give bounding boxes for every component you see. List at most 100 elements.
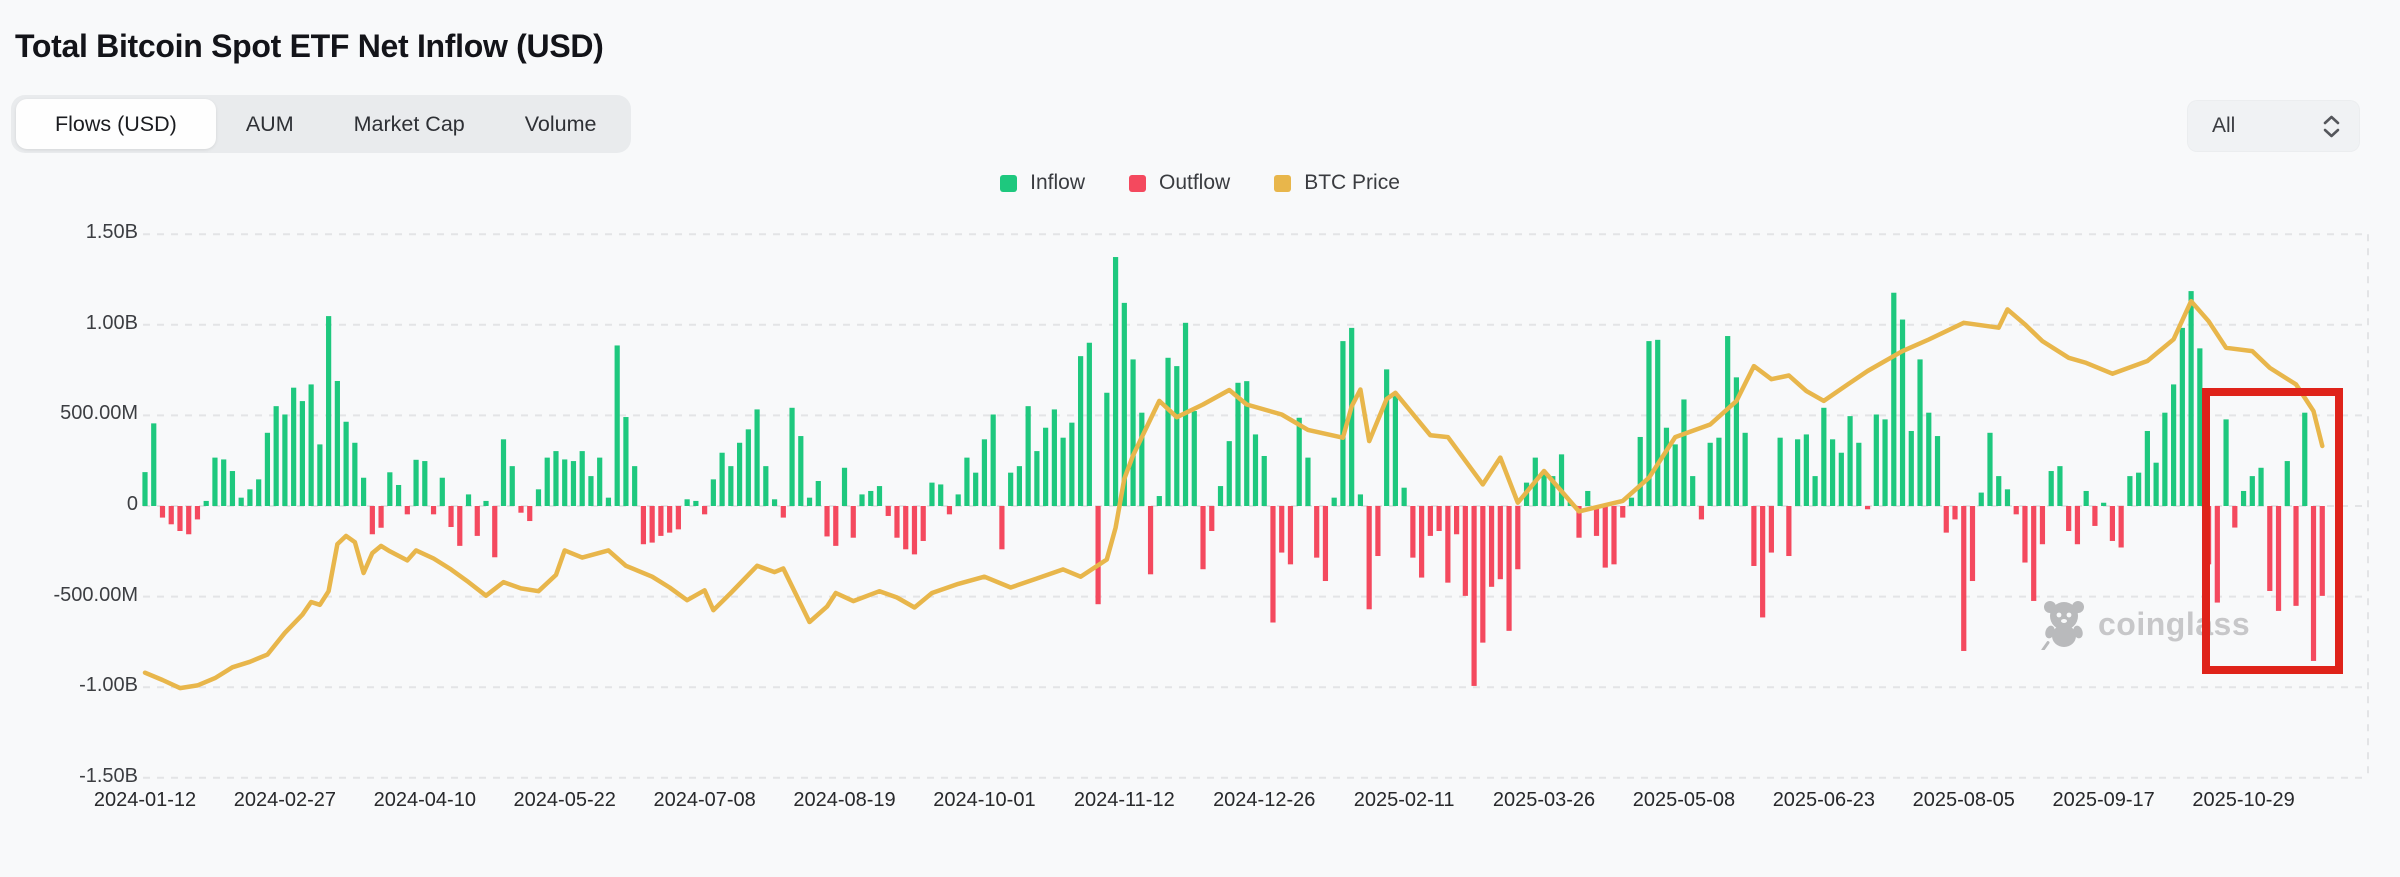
outflow-bar[interactable] [1969, 506, 1976, 582]
inflow-bar[interactable] [1672, 444, 1678, 506]
inflow-bar[interactable] [1060, 437, 1066, 506]
outflow-bar[interactable] [850, 506, 856, 538]
inflow-bar[interactable] [1130, 359, 1136, 506]
inflow-bar[interactable] [264, 432, 271, 506]
inflow-bar[interactable] [1086, 342, 1092, 506]
inflow-bar[interactable] [1917, 359, 1923, 506]
outflow-bar[interactable] [1515, 506, 1521, 570]
outflow-bar[interactable] [2214, 506, 2220, 603]
outflow-bar[interactable] [1270, 506, 1276, 623]
inflow-bar[interactable] [352, 442, 358, 506]
inflow-bar[interactable] [623, 417, 629, 506]
outflow-bar[interactable] [1200, 506, 1206, 570]
outflow-bar[interactable] [1760, 506, 1766, 618]
inflow-bar[interactable] [798, 436, 804, 506]
inflow-bar[interactable] [955, 494, 961, 506]
inflow-bar[interactable] [395, 484, 402, 506]
inflow-bar[interactable] [1908, 430, 1914, 506]
outflow-bar[interactable] [2031, 506, 2037, 601]
inflow-bar[interactable] [876, 486, 883, 506]
inflow-bar[interactable] [2048, 471, 2054, 506]
inflow-bar[interactable] [605, 497, 612, 506]
inflow-bar[interactable] [1191, 411, 1197, 506]
outflow-bar[interactable] [1375, 506, 1381, 557]
inflow-bar[interactable] [806, 497, 813, 506]
time-range-select[interactable]: All [2187, 100, 2360, 152]
outflow-bar[interactable] [168, 506, 174, 525]
inflow-bar[interactable] [981, 439, 988, 506]
inflow-bar[interactable] [422, 461, 428, 506]
inflow-bar[interactable] [745, 429, 751, 506]
inflow-bar[interactable] [553, 451, 559, 506]
inflow-bar[interactable] [238, 497, 244, 506]
inflow-bar[interactable] [203, 500, 209, 506]
outflow-bar[interactable] [2039, 506, 2046, 545]
inflow-bar[interactable] [2188, 291, 2194, 506]
inflow-bar[interactable] [1628, 497, 1635, 506]
outflow-bar[interactable] [518, 506, 524, 513]
inflow-bar[interactable] [1392, 394, 1398, 506]
inflow-bar[interactable] [1987, 432, 1993, 506]
outflow-bar[interactable] [894, 506, 900, 538]
inflow-bar[interactable] [841, 467, 848, 506]
outflow-bar[interactable] [1611, 506, 1617, 565]
inflow-bar[interactable] [1051, 409, 1057, 506]
inflow-bar[interactable] [1069, 422, 1075, 506]
inflow-bar[interactable] [229, 471, 236, 506]
inflow-bar[interactable] [221, 459, 227, 506]
inflow-bar[interactable] [754, 409, 760, 506]
outflow-bar[interactable] [675, 506, 681, 530]
outflow-bar[interactable] [1602, 506, 1608, 568]
outflow-bar[interactable] [2013, 506, 2019, 515]
inflow-bar[interactable] [1899, 319, 1906, 506]
inflow-bar[interactable] [1541, 472, 1547, 506]
legend-item-outflow[interactable]: Outflow [1128, 171, 1230, 195]
inflow-bar[interactable] [282, 414, 288, 506]
inflow-bar[interactable] [1821, 407, 1827, 506]
inflow-bar[interactable] [1803, 434, 1809, 506]
inflow-bar[interactable] [1847, 416, 1853, 506]
outflow-bar[interactable] [457, 506, 463, 546]
inflow-bar[interactable] [1261, 455, 1267, 506]
outflow-bar[interactable] [1427, 506, 1433, 536]
inflow-bar[interactable] [868, 490, 874, 506]
outflow-bar[interactable] [1445, 506, 1451, 583]
outflow-bar[interactable] [1768, 506, 1774, 553]
inflow-bar[interactable] [588, 476, 594, 506]
outflow-bar[interactable] [911, 506, 918, 555]
outflow-bar[interactable] [369, 506, 375, 535]
inflow-bar[interactable] [1174, 366, 1180, 506]
inflow-bar[interactable] [1637, 436, 1643, 506]
inflow-bar[interactable] [1856, 442, 1862, 506]
inflow-bar[interactable] [859, 494, 865, 506]
inflow-bar[interactable] [1585, 490, 1591, 506]
inflow-bar[interactable] [684, 499, 690, 506]
inflow-bar[interactable] [2302, 412, 2308, 506]
inflow-bar[interactable] [334, 380, 340, 506]
inflow-bar[interactable] [579, 451, 585, 506]
outflow-bar[interactable] [1436, 506, 1442, 532]
inflow-bar[interactable] [938, 484, 944, 506]
outflow-bar[interactable] [1095, 506, 1101, 605]
inflow-bar[interactable] [1550, 476, 1556, 506]
outflow-bar[interactable] [1952, 506, 1958, 520]
outflow-bar[interactable] [1366, 506, 1372, 610]
outflow-bar[interactable] [2074, 506, 2081, 545]
outflow-bar[interactable] [1480, 506, 1486, 643]
inflow-bar[interactable] [1043, 427, 1049, 506]
inflow-bar[interactable] [361, 477, 367, 506]
inflow-bar[interactable] [535, 489, 542, 506]
inflow-bar[interactable] [2127, 476, 2133, 506]
outflow-bar[interactable] [824, 506, 830, 537]
inflow-bar[interactable] [614, 345, 620, 506]
inflow-bar[interactable] [1558, 454, 1565, 506]
inflow-bar[interactable] [2223, 419, 2229, 506]
outflow-bar[interactable] [1620, 506, 1626, 518]
outflow-bar[interactable] [2109, 506, 2115, 541]
inflow-bar[interactable] [2057, 466, 2063, 506]
inflow-bar[interactable] [1690, 476, 1696, 506]
tab-market-cap[interactable]: Market Cap [353, 111, 465, 136]
inflow-bar[interactable] [1733, 377, 1740, 506]
inflow-bar[interactable] [1646, 341, 1652, 506]
inflow-bar[interactable] [1244, 381, 1250, 506]
